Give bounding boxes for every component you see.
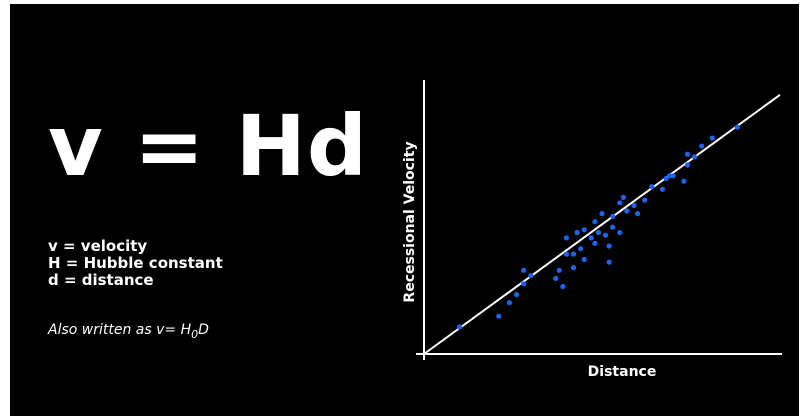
data-point: [631, 202, 637, 209]
data-point: [599, 211, 605, 217]
data-point: [667, 173, 673, 179]
alternate-notation-subscript: 0: [191, 327, 199, 341]
alternate-notation: Also written as v= H0D: [48, 322, 209, 341]
data-point: [553, 275, 559, 281]
plot-area: [423, 93, 781, 355]
data-point: [670, 173, 676, 179]
data-point: [681, 178, 687, 184]
data-point: [496, 313, 502, 319]
data-point: [581, 227, 587, 233]
equation-title: v = Hd: [48, 97, 369, 195]
data-point: [563, 251, 569, 257]
definition-velocity: v = velocity: [48, 237, 148, 255]
data-point: [556, 267, 562, 273]
data-point: [560, 283, 566, 290]
data-point: [574, 229, 580, 236]
data-point: [610, 213, 616, 219]
data-point: [617, 229, 623, 236]
data-point: [570, 251, 577, 257]
data-point: [610, 224, 616, 230]
y-axis-label: Recessional Velocity: [402, 141, 418, 302]
alternate-notation-prefix: Also written as v= H: [48, 322, 192, 338]
data-point: [649, 184, 655, 190]
data-point: [642, 197, 648, 203]
data-point: [592, 240, 598, 246]
hubble-scatter-chart: Distance Recessional Velocity: [402, 80, 782, 380]
slide-frame: v = Hd v = velocity H = Hubble constant …: [10, 4, 799, 416]
data-point: [595, 229, 602, 236]
data-point: [521, 267, 527, 273]
data-point: [684, 151, 691, 157]
data-point: [691, 154, 698, 160]
data-point: [617, 200, 623, 206]
data-point: [684, 162, 691, 168]
data-point: [606, 259, 612, 265]
definition-distance: d = distance: [48, 271, 154, 289]
data-point: [606, 243, 612, 249]
alternate-notation-suffix: D: [198, 322, 209, 338]
data-point: [588, 235, 594, 241]
definitions-list: v = velocity H = Hubble constant d = dis…: [48, 238, 223, 289]
x-axis-label: Distance: [588, 364, 657, 380]
data-point: [506, 300, 513, 306]
data-point: [528, 273, 534, 279]
data-point: [635, 211, 641, 217]
data-point: [620, 194, 626, 200]
trend-line: [423, 93, 781, 355]
data-point: [513, 292, 520, 298]
data-point: [602, 232, 609, 238]
data-point: [581, 256, 587, 263]
data-point: [521, 281, 527, 287]
data-point: [699, 143, 705, 149]
data-point: [457, 324, 463, 330]
data-point: [734, 124, 740, 130]
data-point: [563, 235, 569, 241]
data-point: [624, 208, 630, 214]
data-point: [709, 135, 715, 141]
definition-hubble-constant: H = Hubble constant: [48, 254, 223, 272]
data-point: [570, 265, 577, 271]
data-point: [578, 246, 584, 252]
data-point: [592, 219, 598, 225]
data-point: [659, 186, 666, 192]
data-point: [663, 175, 669, 182]
